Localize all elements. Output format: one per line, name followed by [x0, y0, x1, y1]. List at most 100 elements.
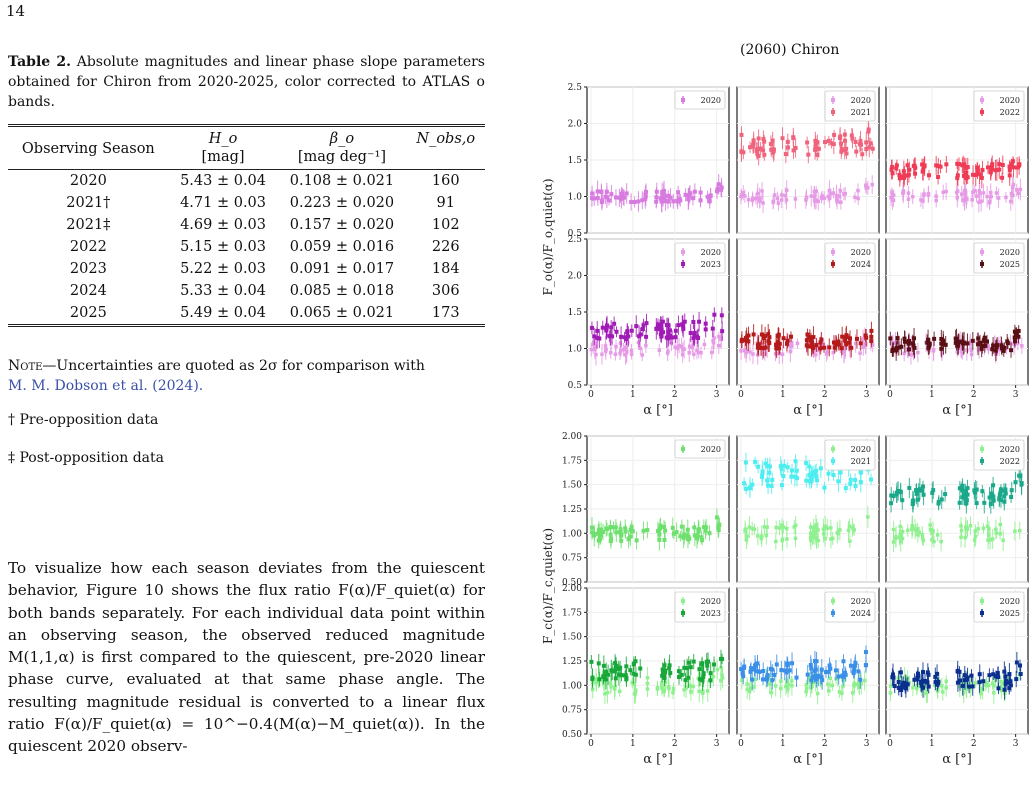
data-point [1007, 680, 1012, 685]
data-point [838, 134, 843, 139]
legend-label: 2020 [1000, 248, 1020, 257]
data-point [988, 169, 993, 174]
data-point [589, 659, 594, 664]
data-point [941, 190, 945, 194]
data-point [812, 659, 817, 664]
data-point [702, 342, 707, 347]
data-point [831, 340, 836, 345]
data-point [673, 328, 678, 333]
x-tick-label: 3 [1013, 390, 1019, 400]
data-point [716, 527, 721, 532]
data-point [990, 537, 995, 541]
data-point [1016, 334, 1021, 339]
data-point [808, 338, 813, 343]
data-point [820, 194, 824, 198]
data-point [807, 676, 812, 680]
data-point [624, 664, 629, 669]
y-tick-label: 2.00 [562, 584, 582, 594]
data-point [867, 145, 872, 150]
data-point [934, 198, 938, 203]
data-point [767, 335, 772, 340]
data-point [707, 199, 712, 204]
data-point [900, 536, 905, 541]
data-point [920, 536, 925, 541]
data-point [843, 486, 848, 491]
legend-label: 2022 [1000, 108, 1020, 117]
data-point [847, 340, 852, 345]
data-point [980, 168, 985, 173]
data-point [926, 193, 930, 197]
data-point [613, 525, 618, 530]
data-point [752, 685, 756, 689]
table-row: 2022 5.15 ± 0.03 0.059 ± 0.016 226 [8, 236, 485, 258]
data-point [715, 187, 720, 192]
data-point [824, 352, 829, 356]
data-point [1002, 499, 1007, 504]
data-point [991, 343, 996, 348]
data-point [719, 185, 724, 190]
data-point [988, 538, 992, 542]
data-point [755, 661, 760, 666]
data-point [795, 476, 800, 481]
data-point [692, 189, 697, 194]
data-point [934, 163, 939, 168]
legend-label: 2020 [701, 248, 721, 257]
data-point [750, 677, 755, 682]
data-point [831, 350, 836, 355]
data-point [890, 675, 895, 680]
data-point [848, 477, 853, 482]
data-point [787, 668, 792, 673]
data-point [1018, 187, 1023, 192]
x-axis-label: α [°] [643, 752, 673, 767]
data-point [898, 174, 903, 179]
table-cell-h: 4.69 ± 0.03 [180, 217, 267, 233]
panel-c-2023: 2020 2023 0.50 0.75 1.00 1.25 1.50 1.75 2.00 0 1 2 3… [562, 584, 730, 767]
data-point [676, 190, 681, 195]
legend-box [674, 439, 726, 459]
data-point [625, 349, 629, 354]
data-point [744, 349, 749, 353]
data-point [889, 493, 894, 498]
data-point [986, 538, 990, 542]
data-point [815, 345, 820, 350]
data-point [826, 138, 831, 143]
data-point [979, 199, 983, 204]
data-point [858, 341, 863, 346]
data-point [671, 199, 676, 204]
data-point [977, 348, 981, 353]
data-point [785, 338, 790, 343]
legend-label: 2025 [1000, 260, 1020, 269]
data-point [816, 146, 821, 151]
legend-box [973, 90, 1025, 122]
table-cell-h: 5.49 ± 0.04 [180, 305, 267, 321]
data-point [680, 322, 685, 327]
data-point [604, 347, 608, 352]
data-point [777, 346, 782, 351]
data-point [935, 533, 940, 537]
data-point [1000, 162, 1005, 167]
data-point [784, 684, 788, 689]
dobson-citation-link[interactable]: M. M. Dobson et al. (2024). [8, 378, 204, 394]
data-point [720, 656, 725, 661]
data-point [658, 323, 663, 328]
data-point [644, 343, 648, 348]
data-point [999, 346, 1004, 351]
data-point [977, 680, 982, 685]
data-point [686, 195, 691, 200]
data-point [841, 659, 846, 664]
table-cell-season: 2024 [69, 283, 107, 299]
data-point [969, 682, 973, 687]
data-point [943, 492, 948, 497]
data-point [794, 675, 799, 680]
data-point [863, 662, 868, 667]
data-point [692, 533, 697, 538]
data-point [826, 669, 831, 674]
data-point [609, 192, 614, 197]
data-point [745, 687, 749, 692]
page-number: 14 [6, 2, 26, 20]
header-beta: β_o [329, 131, 355, 147]
data-point [657, 348, 662, 352]
data-point [1009, 488, 1014, 493]
data-point [611, 525, 616, 530]
data-point [606, 672, 611, 677]
